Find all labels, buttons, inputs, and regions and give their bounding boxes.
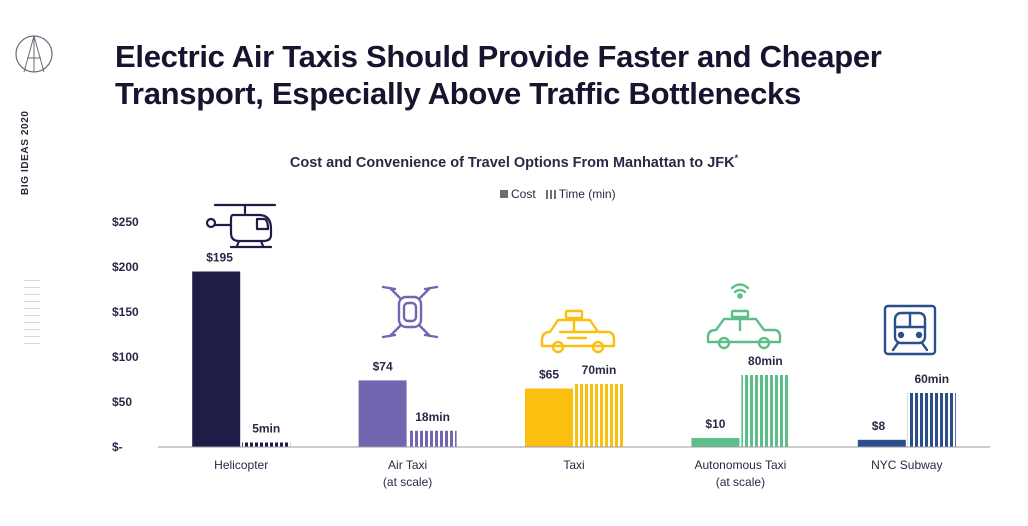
y-tick-label: $150 — [112, 305, 139, 319]
drone-icon — [381, 285, 439, 339]
chart-title: Cost and Convenience of Travel Options F… — [289, 153, 739, 171]
time-bar — [242, 442, 291, 447]
category-label: Taxi — [563, 458, 584, 472]
legend-swatch-cost — [500, 190, 508, 198]
legend-cost: Cost — [500, 187, 536, 201]
time-data-label: 18min — [415, 410, 450, 424]
time-bar — [408, 430, 457, 447]
y-axis: $- $50 $100 $150 $200 $250 — [112, 215, 139, 454]
time-data-label: 70min — [582, 363, 617, 377]
category-label: NYC Subway — [871, 458, 942, 472]
subway-train-icon — [883, 304, 937, 356]
legend-label-cost: Cost — [511, 187, 536, 201]
time-bar — [575, 384, 623, 447]
time-data-label: 5min — [252, 422, 280, 436]
y-tick-label: $200 — [112, 260, 139, 274]
chart-legend: Cost Time (min) — [500, 187, 616, 201]
cost-data-label: $8 — [872, 419, 886, 433]
time-bar — [907, 393, 956, 447]
helicopter-icon — [205, 203, 277, 249]
category-sublabel: (at scale) — [383, 475, 432, 489]
time-data-label: 80min — [748, 354, 783, 368]
category-label: Air Taxi — [388, 458, 427, 472]
cost-data-label: $65 — [539, 368, 559, 382]
legend-swatch-time — [545, 189, 556, 199]
cost-bar — [857, 439, 906, 447]
cost-bar — [525, 388, 573, 447]
autonomous-taxi-icon — [706, 283, 782, 350]
cost-data-label: $195 — [206, 251, 233, 265]
page-title: Electric Air Taxis Should Provide Faster… — [115, 39, 882, 111]
y-tick-label: $- — [112, 440, 123, 454]
y-tick-label: $50 — [112, 395, 132, 409]
y-tick-label: $100 — [112, 350, 139, 364]
cost-bar — [358, 380, 407, 447]
legend-time: Time (min) — [545, 187, 616, 201]
category-label: Helicopter — [214, 458, 268, 472]
cost-data-label: $10 — [705, 417, 725, 431]
bars: $195 5min $74 18min $65 70min $10 80min $8 60min — [192, 251, 956, 447]
taxi-icon — [540, 309, 616, 354]
x-axis: Helicopter Air Taxi (at scale) Taxi Autonomo… — [158, 446, 990, 489]
time-data-label: 60min — [914, 372, 949, 386]
category-label: Autonomous Taxi — [694, 458, 786, 472]
y-tick-label: $250 — [112, 215, 139, 229]
cost-data-label: $74 — [373, 359, 393, 373]
legend-label-time: Time (min) — [558, 187, 616, 201]
ark-logo-icon — [15, 35, 53, 73]
category-sublabel: (at scale) — [716, 475, 765, 489]
side-decoration — [24, 280, 48, 350]
cost-bar — [691, 438, 740, 447]
time-bar — [741, 375, 790, 447]
cost-bar — [192, 271, 241, 447]
